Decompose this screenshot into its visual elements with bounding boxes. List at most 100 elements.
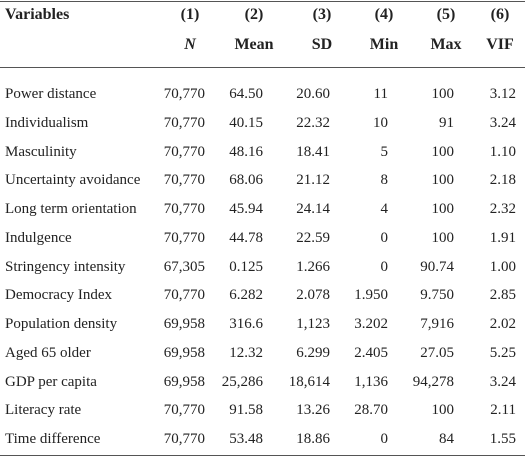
column-label: N <box>184 36 196 53</box>
column-number: (6) <box>490 6 510 23</box>
cell: 0 <box>380 431 389 447</box>
bottom-rule <box>0 455 525 456</box>
cell: 12.32 <box>229 344 263 361</box>
cell: 100 <box>431 201 455 217</box>
cell: 100 <box>431 402 455 419</box>
row-label: Democracy Index <box>5 287 113 304</box>
cell: 9.750 <box>420 287 454 304</box>
cell: 2.85 <box>489 287 516 304</box>
cell: 6.299 <box>296 344 330 361</box>
cell: 70,770 <box>163 143 205 160</box>
cell: 0 <box>380 258 389 275</box>
cell: 21.12 <box>296 172 330 189</box>
cell: 1.266 <box>296 258 330 275</box>
cell: 100 <box>431 229 455 246</box>
cell: 18.41 <box>296 143 330 160</box>
cell: 3.24 <box>489 373 516 390</box>
column-number: (2) <box>244 6 264 23</box>
row-label: Stringency intensity <box>5 258 126 275</box>
row-label: Literacy rate <box>5 402 82 419</box>
cell: 27.05 <box>420 344 454 361</box>
column-label: Max <box>430 36 462 53</box>
cell: 70,770 <box>163 402 205 419</box>
cell: 2.18 <box>489 172 516 189</box>
cell: 2.11 <box>490 402 516 419</box>
cell: 1.10 <box>489 143 516 160</box>
cell: 70,770 <box>163 86 205 102</box>
cell: 70,770 <box>163 172 205 189</box>
cell: 69,958 <box>163 344 205 361</box>
cell: 84 <box>439 431 454 447</box>
row-label: Masculinity <box>5 143 77 160</box>
cell: 94,278 <box>412 373 454 390</box>
cell: 1.00 <box>489 258 516 275</box>
cell: 40.15 <box>229 114 263 131</box>
row-label: Uncertainty avoidance <box>5 172 141 189</box>
cell: 5 <box>380 143 389 160</box>
column-label: VIF <box>486 36 514 53</box>
cell: 3.202 <box>354 316 388 332</box>
cell: 53.48 <box>229 431 263 447</box>
cell: 1.91 <box>489 229 516 246</box>
cell: 70,770 <box>163 201 205 217</box>
cell: 70,770 <box>163 287 205 304</box>
header-first: Variables <box>5 6 70 23</box>
header-rule <box>0 67 525 68</box>
cell: 2.02 <box>489 316 516 332</box>
row-label: Individualism <box>5 114 89 131</box>
cell: 69,958 <box>163 316 205 332</box>
cell: 2.405 <box>354 344 388 361</box>
cell: 1.55 <box>489 431 516 447</box>
cell: 3.24 <box>489 114 516 131</box>
cell: 28.70 <box>354 402 388 419</box>
cell: 44.78 <box>229 229 263 246</box>
column-number: (3) <box>312 6 332 23</box>
cell: 25,286 <box>221 373 263 390</box>
cell: 4 <box>380 201 389 217</box>
cell: 316.6 <box>229 316 263 332</box>
cell: 70,770 <box>163 114 205 131</box>
cell: 2.32 <box>489 201 516 217</box>
cell: 91.58 <box>229 402 263 419</box>
column-number: (5) <box>436 6 456 23</box>
cell: 1,136 <box>354 373 388 390</box>
cell: 70,770 <box>163 431 205 447</box>
row-label: Indulgence <box>5 229 72 246</box>
cell: 20.60 <box>296 86 330 102</box>
column-label: SD <box>311 36 333 53</box>
column-number: (1) <box>180 6 200 23</box>
cell: 8 <box>380 172 389 189</box>
cell: 64.50 <box>229 86 263 102</box>
cell: 69,958 <box>163 373 205 390</box>
cell: 18,614 <box>288 373 330 390</box>
cell: 22.32 <box>296 114 330 131</box>
cell: 10 <box>373 114 388 131</box>
cell: 68.06 <box>229 172 263 189</box>
cell: 7,916 <box>420 316 454 332</box>
cell: 5.25 <box>489 344 516 361</box>
cell: 48.16 <box>229 143 263 160</box>
cell: 24.14 <box>296 201 330 217</box>
cell: 11 <box>373 86 388 102</box>
cell: 0.125 <box>229 258 263 275</box>
cell: 67,305 <box>163 258 205 275</box>
cell: 13.26 <box>296 402 330 419</box>
row-label: Population density <box>5 316 118 332</box>
cell: 1,123 <box>296 316 330 332</box>
cell: 1.950 <box>354 287 388 304</box>
row-label: Time difference <box>5 431 101 447</box>
cell: 100 <box>431 172 455 189</box>
cell: 100 <box>431 86 455 102</box>
cell: 18.86 <box>296 431 330 447</box>
cell: 90.74 <box>420 258 454 275</box>
cell: 70,770 <box>163 229 205 246</box>
cell: 91 <box>439 114 454 131</box>
cell: 0 <box>380 229 389 246</box>
column-number: (4) <box>374 6 394 23</box>
row-label: Long term orientation <box>5 201 137 217</box>
row-label: Power distance <box>5 86 97 102</box>
cell: 45.94 <box>229 201 263 217</box>
top-rule <box>0 1 525 2</box>
cell: 2.078 <box>296 287 330 304</box>
